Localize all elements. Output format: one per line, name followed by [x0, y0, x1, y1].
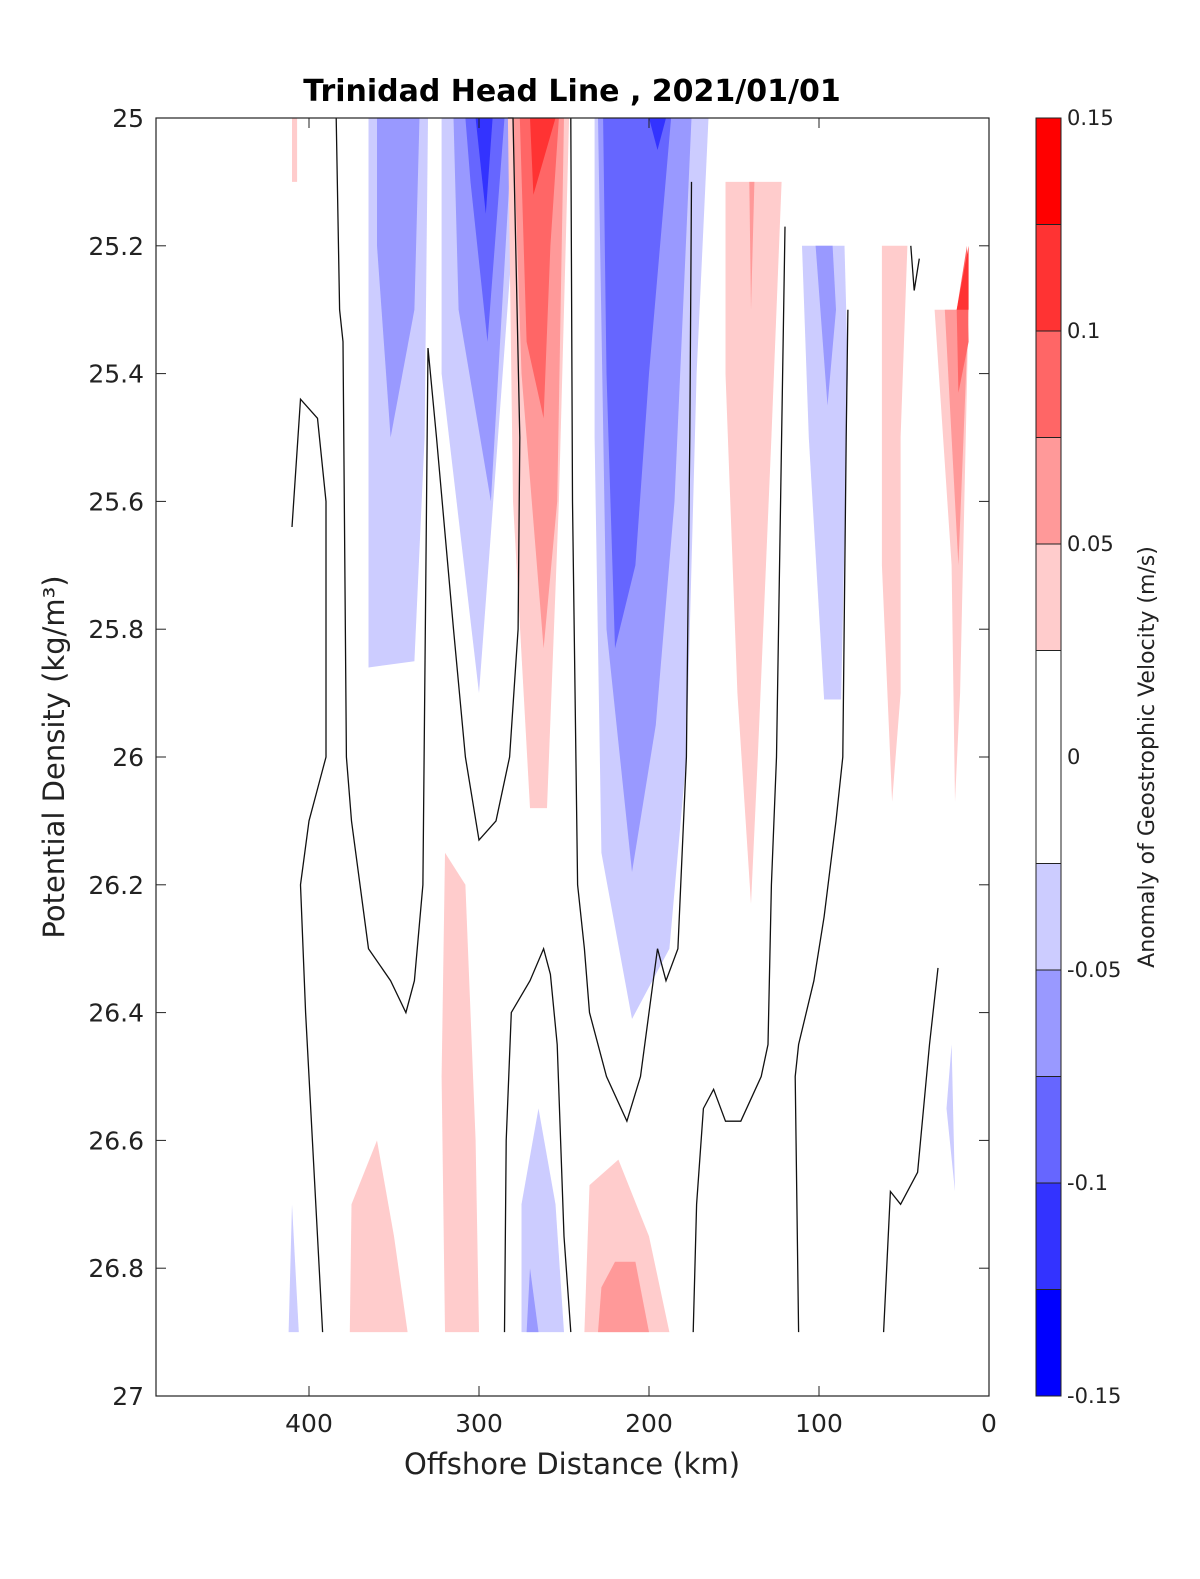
colorbar-block-5	[1036, 650, 1061, 864]
y-tick-label-0: 25	[112, 104, 144, 133]
colorbar-frame	[1035, 117, 1062, 1397]
contour-region-21	[944, 309, 969, 566]
contour-region-5	[465, 118, 505, 342]
colorbar-block-7	[1036, 437, 1061, 544]
contour-region-15	[725, 181, 782, 904]
y-tick-label-2: 25.4	[88, 360, 144, 389]
colorbar-tick-label-3: 0	[1067, 745, 1080, 769]
plot-background	[156, 118, 989, 1396]
contour-line-2	[503, 946, 572, 1333]
colorbar-block-9	[1036, 224, 1061, 331]
contour-region-9	[519, 118, 559, 419]
chart-title: Trinidad Head Line , 2021/01/01	[303, 74, 840, 109]
contour-region-4	[453, 118, 513, 502]
colorbar-tick-label-2: 0.05	[1067, 532, 1114, 556]
colorbar-block-0	[1036, 1289, 1061, 1396]
contour-line-1	[335, 117, 521, 1015]
colorbar-blocks	[1036, 118, 1061, 1396]
y-axis-label: Potential Density (kg/m³)	[37, 575, 71, 938]
x-tick-label-4: 0	[981, 1409, 997, 1438]
colorbar-tick-label-6: -0.15	[1067, 1384, 1121, 1408]
contour-region-18	[815, 245, 836, 406]
contour-region-17	[802, 245, 848, 700]
x-tick-label-1: 300	[455, 1409, 503, 1438]
colorbar-block-3	[1036, 970, 1061, 1077]
colorbar-tick-label-5: -0.1	[1067, 1171, 1108, 1195]
colorbar-tick-label-0: 0.15	[1067, 106, 1114, 130]
contour-region-6	[475, 118, 493, 214]
colorbar-block-6	[1036, 544, 1061, 651]
x-tick-label-2: 200	[625, 1409, 673, 1438]
contour-line-5	[794, 309, 849, 1333]
contour-region-10	[530, 118, 556, 195]
contour-line-3	[570, 117, 693, 1124]
y-tick-label-10: 27	[112, 1382, 144, 1411]
contour-region-30	[598, 1261, 649, 1333]
y-tick-label-9: 26.8	[88, 1254, 144, 1283]
x-tick-label-0: 400	[285, 1409, 333, 1438]
colorbar-ticks: 0.15 0.1 0.05 0 -0.05 -0.1 -0.15	[1067, 106, 1121, 1408]
contour-line-7	[910, 245, 920, 291]
colorbar-label: Anomaly of Geostrophic Velocity (m/s)	[1135, 546, 1160, 968]
contour-region-13	[603, 118, 672, 649]
contour-line-4	[692, 226, 786, 1333]
colorbar-tick-label-1: 0.1	[1067, 319, 1100, 343]
contour-region-28	[526, 1268, 539, 1333]
contour-region-25	[441, 852, 479, 1333]
contour-region-2	[377, 118, 420, 438]
contour-region-23	[956, 245, 969, 310]
contour-region-26	[349, 1140, 408, 1333]
y-tick-label-7: 26.4	[88, 999, 144, 1028]
contour-line-6	[882, 967, 939, 1333]
colorbar-block-1	[1036, 1183, 1061, 1290]
zero-contour-lines	[291, 117, 939, 1333]
colorbar-block-10	[1036, 118, 1061, 225]
contour-region-27	[521, 1108, 564, 1333]
contour-region-0	[292, 118, 298, 182]
plot-area: 400 300 200 100 0 25 25.2 25.4 25.6 25.8 26 26.2 26…	[88, 104, 997, 1438]
colorbar-block-4	[1036, 863, 1061, 970]
x-axis-label: Offshore Distance (km)	[404, 1447, 740, 1481]
x-axis-ticks: 400 300 200 100 0	[285, 118, 997, 1438]
colorbar-tick-label-4: -0.05	[1067, 958, 1121, 982]
contour-region-24	[946, 1044, 955, 1192]
y-tick-label-3: 25.6	[88, 487, 144, 516]
y-tick-label-6: 26.2	[88, 871, 144, 900]
colorbar-block-2	[1036, 1076, 1061, 1183]
y-tick-label-5: 26	[112, 743, 144, 772]
contour-region-31	[288, 1204, 299, 1333]
colorbar-block-8	[1036, 331, 1061, 438]
contour-region-19	[881, 245, 908, 802]
y-tick-label-8: 26.6	[88, 1126, 144, 1155]
contour-line-0	[291, 397, 327, 1333]
x-tick-label-3: 100	[795, 1409, 843, 1438]
colorbar: 0.15 0.1 0.05 0 -0.05 -0.1 -0.15 Anomaly of Ge…	[1035, 106, 1160, 1408]
y-tick-label-1: 25.2	[88, 232, 144, 261]
filled-contours	[288, 118, 969, 1333]
contour-region-14	[649, 118, 666, 150]
y-axis-ticks: 25 25.2 25.4 25.6 25.8 26 26.2 26.4 26.6 26.8 27	[88, 104, 989, 1411]
y-tick-label-4: 25.8	[88, 615, 144, 644]
contour-region-16	[749, 181, 755, 310]
